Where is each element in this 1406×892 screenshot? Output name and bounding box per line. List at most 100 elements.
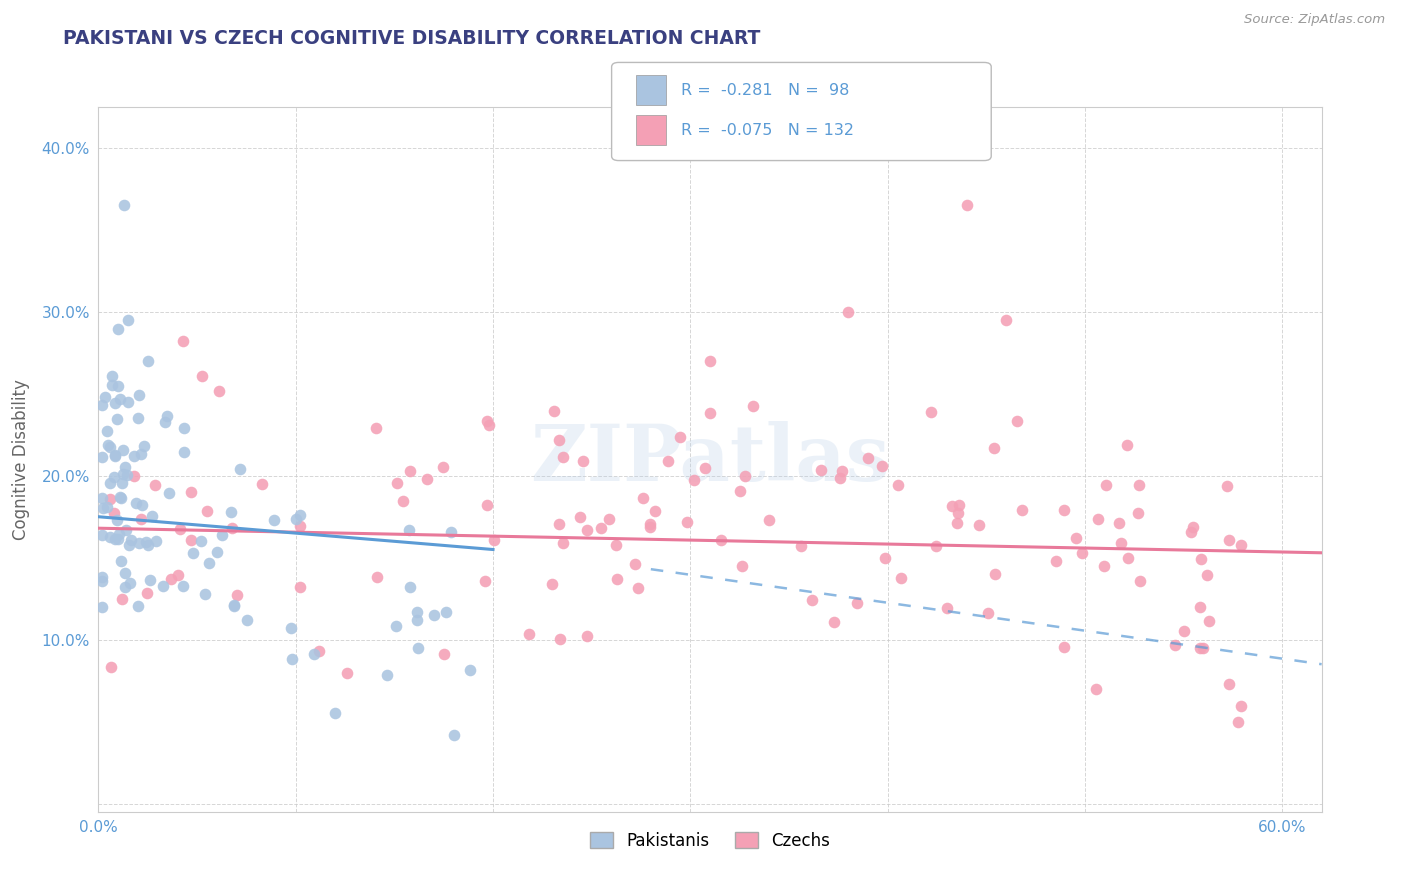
Point: [920, 405, 942, 419]
Point: [548, 632, 571, 646]
Point: [91, 450, 114, 464]
Point: [728, 484, 751, 499]
Point: [105, 412, 128, 426]
Point: [1189, 552, 1212, 566]
Point: [1053, 503, 1076, 517]
Point: [977, 607, 1000, 621]
Point: [104, 532, 127, 546]
Point: [136, 537, 159, 551]
Point: [624, 558, 647, 572]
Point: [683, 473, 706, 487]
Point: [195, 504, 218, 518]
Point: [458, 663, 481, 677]
Point: [198, 556, 221, 570]
Point: [1087, 512, 1109, 526]
Point: [114, 580, 136, 594]
Point: [127, 599, 149, 613]
Point: [627, 581, 650, 595]
Point: [478, 418, 501, 433]
Point: [172, 334, 194, 348]
Text: ZIPatlas: ZIPatlas: [530, 421, 890, 498]
Point: [1070, 546, 1092, 560]
Point: [128, 536, 150, 550]
Point: [114, 566, 136, 580]
Point: [553, 536, 575, 550]
Point: [543, 403, 565, 417]
Point: [120, 576, 142, 591]
Point: [1218, 676, 1240, 690]
Point: [432, 460, 454, 475]
Point: [131, 511, 153, 525]
Point: [569, 510, 592, 524]
Point: [156, 409, 179, 424]
Point: [280, 622, 302, 636]
Point: [742, 399, 765, 413]
Point: [115, 467, 138, 482]
Point: [107, 532, 129, 546]
Point: [941, 499, 963, 513]
Point: [669, 430, 692, 444]
Point: [236, 613, 259, 627]
Point: [98, 441, 121, 455]
Point: [1045, 554, 1067, 568]
Point: [190, 368, 212, 383]
Point: [699, 354, 721, 368]
Point: [145, 534, 167, 549]
Point: [225, 588, 247, 602]
Point: [167, 567, 190, 582]
Point: [406, 640, 429, 655]
Point: [302, 647, 325, 661]
Point: [180, 533, 202, 548]
Point: [598, 512, 620, 526]
Point: [110, 491, 132, 505]
Point: [1189, 640, 1212, 655]
Point: [398, 465, 420, 479]
Point: [117, 395, 139, 409]
Point: [1128, 478, 1150, 492]
Point: [482, 533, 505, 548]
Point: [1126, 507, 1149, 521]
Point: [948, 506, 970, 520]
Point: [94, 390, 117, 404]
Point: [548, 433, 571, 447]
Point: [115, 524, 138, 538]
Point: [107, 322, 129, 336]
Point: [104, 448, 127, 462]
Point: [108, 392, 131, 407]
Point: [98, 476, 121, 491]
Point: [194, 587, 217, 601]
Point: [1229, 538, 1251, 552]
Point: [173, 421, 195, 435]
Point: [591, 520, 613, 534]
Point: [91, 491, 114, 505]
Point: [644, 504, 666, 518]
Point: [434, 605, 457, 619]
Point: [890, 571, 912, 585]
Point: [1230, 698, 1253, 713]
Point: [475, 414, 498, 428]
Point: [837, 305, 859, 319]
Point: [280, 652, 302, 666]
Point: [172, 579, 194, 593]
Point: [104, 395, 127, 409]
Point: [169, 522, 191, 536]
Point: [519, 626, 541, 640]
Point: [117, 538, 139, 552]
Point: [1173, 624, 1195, 639]
Point: [734, 468, 756, 483]
Point: [366, 569, 388, 583]
Point: [1198, 614, 1220, 628]
Point: [100, 530, 122, 544]
Point: [107, 378, 129, 392]
Text: R =  -0.281   N =  98: R = -0.281 N = 98: [681, 83, 849, 97]
Point: [415, 472, 437, 486]
Point: [541, 576, 564, 591]
Point: [93, 501, 115, 516]
Point: [120, 533, 142, 547]
Point: [132, 439, 155, 453]
Point: [290, 508, 312, 522]
Point: [159, 572, 181, 586]
Point: [946, 516, 969, 530]
Point: [925, 539, 948, 553]
Point: [1164, 638, 1187, 652]
